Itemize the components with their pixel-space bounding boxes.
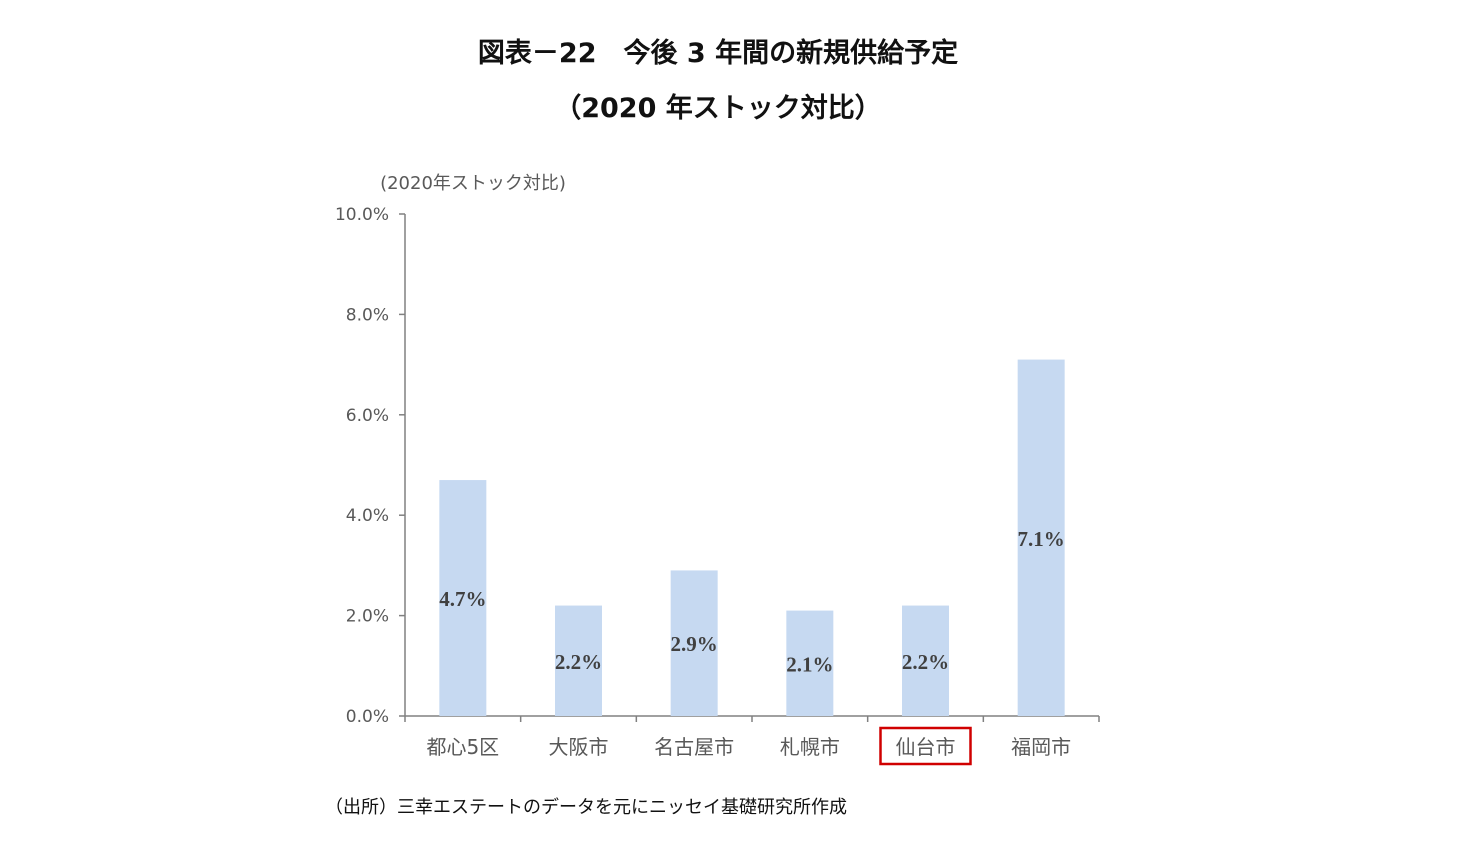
x-tick-label: 札幌市 <box>780 735 840 759</box>
x-tick-label: 仙台市 <box>896 735 956 759</box>
bar <box>902 605 949 716</box>
data-label: 2.1% <box>786 652 833 676</box>
y-tick-label: 8.0% <box>346 305 389 325</box>
bar <box>670 570 718 716</box>
bar <box>555 605 602 716</box>
data-label: 4.7% <box>439 587 486 611</box>
y-tick-label: 6.0% <box>346 406 389 426</box>
highlight-box <box>879 726 972 766</box>
y-tick-label: 4.0% <box>346 506 389 526</box>
source-note: （出所）三幸エステートのデータを元にニッセイ基礎研究所作成 <box>325 797 847 818</box>
y-axis-label: (2020年ストック対比) <box>380 173 566 194</box>
x-tick-label: 福岡市 <box>1011 735 1071 759</box>
y-tick-label: 10.0% <box>335 205 389 225</box>
data-label: 2.9% <box>671 632 718 656</box>
bar <box>1017 359 1065 716</box>
chart-title: 図表－22 今後 3 年間の新規供給予定 <box>478 37 958 69</box>
chart-subtitle: （2020 年ストック対比） <box>554 92 882 124</box>
bar <box>439 480 487 716</box>
data-label: 2.2% <box>902 650 949 674</box>
data-label: 7.1% <box>1018 527 1065 551</box>
x-tick-label: 大阪市 <box>549 735 609 759</box>
data-label: 2.2% <box>555 650 602 674</box>
y-tick-label: 0.0% <box>346 707 389 727</box>
bar <box>786 610 834 716</box>
x-tick-label: 名古屋市 <box>654 735 734 759</box>
y-tick-label: 2.0% <box>346 607 389 627</box>
x-tick-label: 都心5区 <box>426 735 499 759</box>
